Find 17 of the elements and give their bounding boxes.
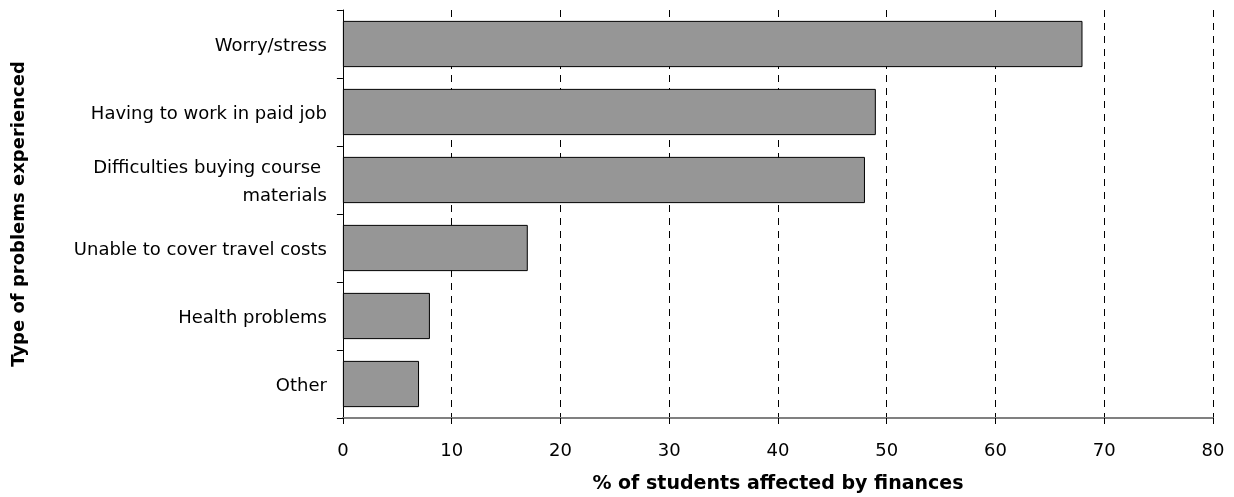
y-tick-label: Health problems	[178, 305, 327, 327]
x-tick-label: 50	[875, 438, 899, 460]
x-tick-label: 40	[766, 438, 790, 460]
x-tick-label: 20	[548, 438, 572, 460]
x-tick-label: 60	[984, 438, 1007, 460]
y-tick-label: Other	[275, 373, 328, 395]
x-tick-label: 30	[657, 438, 681, 460]
y-axis-title: Type of problems experienced	[6, 61, 28, 367]
x-tick-label: 10	[440, 438, 464, 460]
y-tick-label: Worry/stress	[214, 33, 327, 55]
x-axis-title: % of students affected by finances	[592, 470, 964, 493]
y-tick-label: Having to work in paid job	[90, 101, 327, 123]
y-tick-label: Difficulties buying course materials	[93, 155, 327, 205]
x-tick-label: 70	[1092, 438, 1116, 460]
x-tick-label: 80	[1201, 438, 1225, 460]
x-tick-label: 0	[337, 438, 349, 460]
y-tick-label: Unable to cover travel costs	[73, 237, 327, 259]
